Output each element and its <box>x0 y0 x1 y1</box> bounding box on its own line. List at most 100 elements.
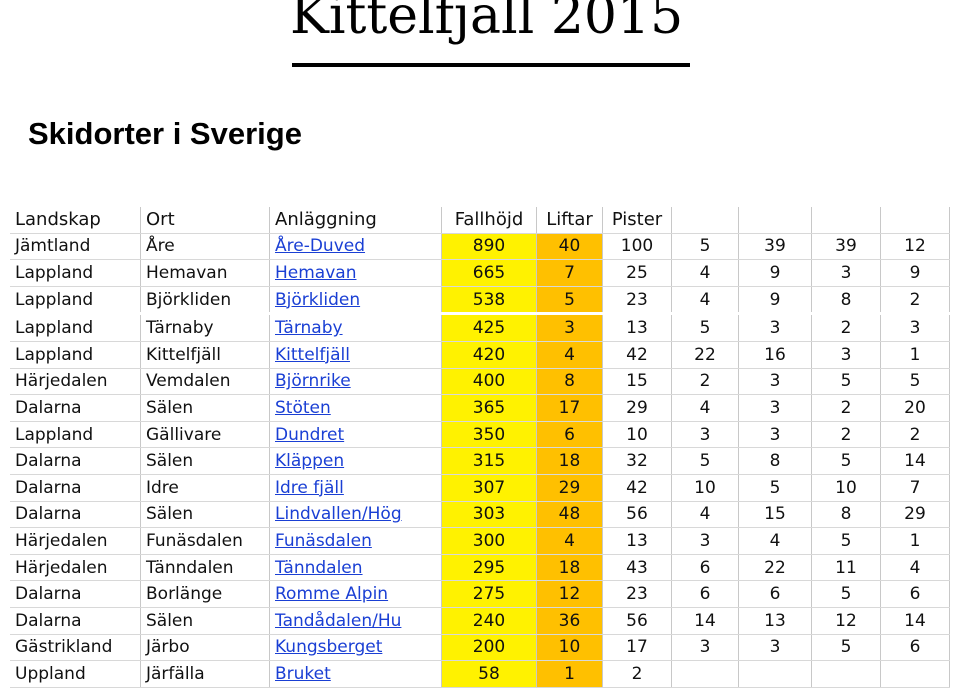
resort-link[interactable]: Stöten <box>275 397 331 418</box>
cell-rod: 22 <box>738 554 812 582</box>
cell-svart: 2 <box>671 368 739 396</box>
cell-landskap: Härjedalen <box>10 527 141 555</box>
column-header-liftar: Liftar <box>536 207 603 234</box>
cell-liftar: 48 <box>536 501 603 529</box>
cell-rod: 9 <box>738 259 812 287</box>
ski-resort-table: Landskap Ort Anläggning Fallhöjd Liftar Piste… <box>10 207 950 688</box>
cell-bla: 2 <box>811 394 881 422</box>
cell-landskap: Lappland <box>10 286 141 315</box>
cell-pister: 100 <box>602 233 672 261</box>
table-row: Dalarna Borlänge Romme Alpin 275 12 23 6 6 5 6 <box>10 580 950 608</box>
cell-ort: Kittelfjäll <box>140 341 270 369</box>
resort-link[interactable]: Dundret <box>275 424 345 445</box>
cell-pister: 13 <box>602 312 672 342</box>
cell-svart: 4 <box>671 501 739 529</box>
column-header-landskap: Landskap <box>10 207 141 234</box>
cell-pister: 17 <box>602 634 672 662</box>
cell-liftar: 10 <box>536 634 603 662</box>
cell-gron: 20 <box>880 394 950 422</box>
resort-link[interactable]: Romme Alpin <box>275 584 389 605</box>
cell-bla: 8 <box>811 501 881 529</box>
cell-fallhojd: 890 <box>441 233 537 261</box>
table-body: Jämtland Åre Åre-Duved 890 40 100 5 39 39 12 Lappl… <box>10 233 950 688</box>
cell-landskap: Dalarna <box>10 394 141 422</box>
cell-fallhojd: 240 <box>441 607 537 635</box>
column-header-ort: Ort <box>140 207 270 234</box>
resort-link[interactable]: Björkliden <box>275 289 361 310</box>
cell-svart: 5 <box>671 312 739 342</box>
cell-bla: 2 <box>811 421 881 449</box>
cell-ort: Sälen <box>140 501 270 529</box>
cell-fallhojd: 665 <box>441 259 537 287</box>
resort-link[interactable]: Lindvallen/Hög <box>275 504 402 525</box>
cell-ort: Tänndalen <box>140 554 270 582</box>
cell-landskap: Jämtland <box>10 233 141 261</box>
resort-link[interactable]: Kungsberget <box>275 637 383 658</box>
cell-rod: 6 <box>738 580 812 608</box>
cell-rod: 9 <box>738 286 812 315</box>
cell-bla: 3 <box>811 341 881 369</box>
cell-landskap: Lappland <box>10 421 141 449</box>
cell-liftar: 18 <box>536 447 603 475</box>
cell-landskap: Dalarna <box>10 447 141 475</box>
cell-fallhojd: 425 <box>441 312 537 342</box>
cell-fallhojd: 303 <box>441 501 537 529</box>
cell-bla: 39 <box>811 233 881 261</box>
column-header-fallhojd: Fallhöjd <box>441 207 537 234</box>
cell-rod: 3 <box>738 312 812 342</box>
cell-landskap: Lappland <box>10 341 141 369</box>
table-row: Dalarna Sälen Kläppen 315 18 32 5 8 5 14 <box>10 447 950 475</box>
cell-gron: 9 <box>880 259 950 287</box>
cell-anlaggning: Tandådalen/Hu <box>269 607 442 635</box>
resort-link[interactable]: Idre fjäll <box>275 477 344 498</box>
cell-svart: 6 <box>671 554 739 582</box>
cell-rod <box>738 660 812 688</box>
cell-svart: 3 <box>671 421 739 449</box>
cell-gron: 3 <box>880 312 950 342</box>
cell-rod: 3 <box>738 394 812 422</box>
column-header-bla: Blå <box>811 207 881 234</box>
table-row: Dalarna Sälen Lindvallen/Hög 303 48 56 4 15 8 29 <box>10 501 950 529</box>
cell-landskap: Härjedalen <box>10 368 141 396</box>
cell-pister: 13 <box>602 527 672 555</box>
cell-anlaggning: Björkliden <box>269 286 442 315</box>
cell-ort: Sälen <box>140 394 270 422</box>
cell-rod: 16 <box>738 341 812 369</box>
cell-ort: Järfälla <box>140 660 270 688</box>
cell-rod: 8 <box>738 447 812 475</box>
resort-link[interactable]: Tärnaby <box>275 318 343 339</box>
cell-ort: Vemdalen <box>140 368 270 396</box>
cell-gron <box>880 660 950 688</box>
cell-bla: 5 <box>811 634 881 662</box>
resort-link[interactable]: Hemavan <box>275 262 357 283</box>
column-header-svart: Svart <box>671 207 739 234</box>
cell-fallhojd: 307 <box>441 474 537 502</box>
resort-link[interactable]: Tandådalen/Hu <box>275 610 402 631</box>
resort-link[interactable]: Åre-Duved <box>275 236 366 257</box>
resort-link[interactable]: Funäsdalen <box>275 530 372 551</box>
cell-anlaggning: Kläppen <box>269 447 442 475</box>
cell-anlaggning: Björnrike <box>269 368 442 396</box>
cell-gron: 6 <box>880 634 950 662</box>
cell-liftar: 40 <box>536 233 603 261</box>
cell-pister: 15 <box>602 368 672 396</box>
resort-link[interactable]: Bruket <box>275 663 331 684</box>
resort-link[interactable]: Björnrike <box>275 371 351 392</box>
table-row: Lappland Hemavan Hemavan 665 7 25 4 9 3 9 <box>10 259 950 287</box>
cell-liftar: 4 <box>536 527 603 555</box>
cell-gron: 14 <box>880 447 950 475</box>
resort-link[interactable]: Kläppen <box>275 451 345 472</box>
cell-gron: 6 <box>880 580 950 608</box>
cell-liftar: 18 <box>536 554 603 582</box>
title-underline <box>292 63 690 67</box>
cell-landskap: Härjedalen <box>10 554 141 582</box>
cell-pister: 43 <box>602 554 672 582</box>
cell-fallhojd: 300 <box>441 527 537 555</box>
cell-liftar: 7 <box>536 259 603 287</box>
resort-link[interactable]: Tänndalen <box>275 557 363 578</box>
page-subtitle: Skidorter i Sverige <box>28 116 302 151</box>
table-header-row: Landskap Ort Anläggning Fallhöjd Liftar Piste… <box>10 207 950 234</box>
resort-link[interactable]: Kittelfjäll <box>275 344 350 365</box>
column-header-rod: Röd <box>738 207 812 234</box>
cell-fallhojd: 350 <box>441 421 537 449</box>
